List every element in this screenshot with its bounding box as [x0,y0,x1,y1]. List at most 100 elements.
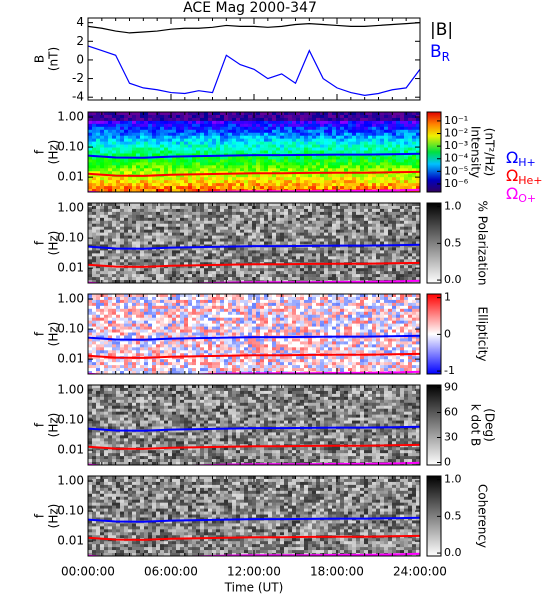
spectrogram-cell [360,183,365,187]
spectrogram-cell [116,203,121,207]
spectrogram-cell [168,274,173,278]
spectrogram-cell [152,211,157,216]
spectrogram-cell [168,226,173,230]
spectrogram-cell [244,156,249,160]
spectrogram-cell [316,214,321,219]
spectrogram-cell [248,232,253,236]
spectrogram-cell [264,274,269,278]
spectrogram-cell [328,129,333,134]
spectrogram-cell [92,174,97,178]
spectrogram-cell [376,274,381,278]
spectrogram-cell [272,183,277,187]
spectrogram-cell [164,250,169,254]
spectrogram-cell [128,238,133,242]
spectrogram-cell [404,217,409,222]
spectrogram-cell [112,250,117,254]
spectrogram-cell [256,174,261,178]
spectrogram-cell [96,356,101,360]
spectrogram-cell [160,117,165,122]
spectrogram-cell [240,165,245,169]
spectrogram-cell [112,214,117,219]
spectrogram-cell [388,277,393,281]
spectrogram-cell [380,129,385,134]
spectrogram-cell [88,280,93,283]
spectrogram-cell [188,144,193,148]
spectrogram-cell [416,123,420,128]
spectrogram-cell [128,250,133,254]
spectrogram-cell [280,226,285,230]
spectrogram-cell [120,253,125,257]
spectrogram-cell [120,329,125,333]
spectrogram-cell [220,226,225,230]
spectrogram-cell [172,171,177,175]
spectrogram-cell [208,117,213,122]
spectrogram-cell [196,274,201,278]
colorbar-label: Intensity [469,126,483,178]
spectrogram-cell [88,235,93,239]
spectrogram-cell [296,259,301,263]
spectrogram-cell [196,141,201,145]
spectrogram-cell [124,235,129,239]
spectrogram-cell [392,226,397,230]
spectrogram-cell [372,217,377,222]
spectrogram-cell [316,138,321,142]
spectrogram-cell [116,186,121,190]
spectrogram-cell [388,117,393,122]
spectrogram-cell [356,150,361,154]
spectrogram-cell [140,203,145,207]
spectrogram-cell [184,256,189,260]
spectrogram-cell [340,232,345,236]
spectrogram-cell [376,235,381,239]
spectrogram-cell [152,126,157,131]
spectrogram-cell [308,186,313,190]
spectrogram-cell [108,162,113,166]
spectrogram-cell [416,141,420,145]
spectrogram-cell [216,183,221,187]
spectrogram-cell [216,144,221,148]
spectrogram-cell [268,203,273,207]
spectrogram-cell [176,159,181,163]
spectrogram-cell [164,147,169,151]
spectrogram-cell [124,117,129,122]
spectrogram-cell [228,223,233,228]
spectrogram-cell [220,186,225,190]
spectrogram-cell [200,132,205,137]
spectrogram-cell [324,135,329,139]
spectrogram-cell [268,247,273,251]
spectrogram-cell [112,159,117,163]
spectrogram-cell [136,132,141,137]
spectrogram-cell [96,277,101,281]
spectrogram-cell [408,165,413,169]
spectrogram-cell [116,141,121,145]
spectrogram-cell [160,247,165,251]
spectrogram-cell [212,241,217,245]
spectrogram-cell [332,235,337,239]
spectrogram-cell [292,183,297,187]
spectrogram-cell [344,159,349,163]
spectrogram-cell [392,114,397,119]
spectrogram-cell [324,177,329,181]
spectrogram-cell [412,256,417,260]
spectrogram-cell [380,208,385,213]
spectrogram-cell [400,217,405,222]
spectrogram-cell [144,220,149,225]
spectrogram-cell [112,317,117,321]
spectrogram-cell [160,205,165,210]
spectrogram-cell [240,129,245,134]
spectrogram-cell [356,220,361,225]
spectrogram-cell [388,256,393,260]
spectrogram-cell [208,203,213,207]
spectrogram-cell [320,177,325,181]
spectrogram-cell [192,274,197,278]
spectrogram-cell [228,117,233,122]
spectrogram-cell [204,123,209,128]
spectrogram-cell [304,274,309,278]
spectrogram-cell [196,126,201,131]
legend-name: Ω [506,166,518,185]
spectrogram-cell [376,208,381,213]
spectrogram-cell [372,132,377,137]
spectrogram-cell [300,129,305,134]
spectrogram-cell [304,117,309,122]
spectrogram-cell [192,135,197,139]
spectrogram-cell [136,189,141,192]
